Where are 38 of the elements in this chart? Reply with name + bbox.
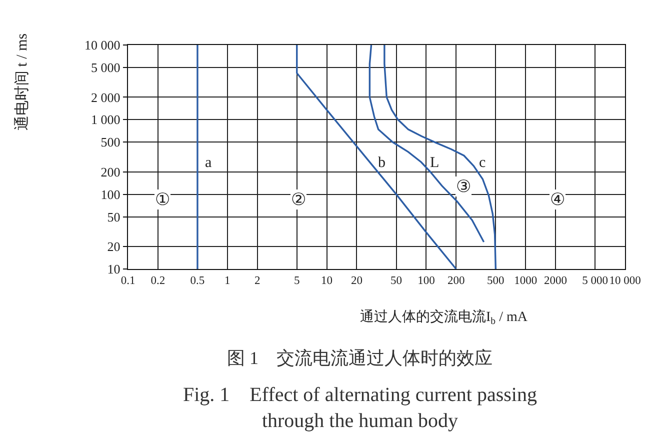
x-tick-label: 0.5 — [190, 275, 205, 287]
x-tick-label: 0.1 — [120, 275, 136, 287]
y-tick-label: 1 000 — [90, 112, 120, 128]
y-tick-label: 10 000 — [84, 38, 120, 53]
x-tick-label: 500 — [487, 275, 505, 287]
y-tick-label: 500 — [100, 134, 120, 150]
series-label: b — [378, 155, 386, 171]
x-tick-label: 200 — [447, 275, 465, 287]
x-tick-label: 1 — [224, 275, 231, 287]
x-tick-label: 10 000 — [609, 275, 642, 287]
x-tick-label: 2 — [254, 275, 260, 287]
y-tick-label: 5 000 — [90, 60, 120, 76]
y-tick-label: 200 — [100, 164, 120, 180]
series-label: c — [479, 155, 486, 171]
x-tick-label: 0.2 — [150, 275, 166, 287]
x-tick-label: 100 — [418, 275, 436, 287]
x-tick-label: 2000 — [544, 275, 568, 287]
y-tick-label: 10 — [107, 262, 120, 277]
annotation: ④ — [550, 190, 565, 209]
y-axis-title: 通电时间 t / ms — [14, 33, 30, 130]
y-tick-label: 100 — [100, 186, 120, 202]
x-tick-label: 5 000 — [582, 275, 608, 287]
x-tick-label: 1000 — [514, 275, 538, 287]
x-tick-label: 10 — [321, 275, 333, 287]
y-tick-label: 50 — [107, 209, 120, 224]
annotation: ③ — [456, 177, 471, 196]
series-label: a — [205, 155, 212, 171]
x-tick-label: 20 — [350, 275, 363, 287]
x-tick-label: 50 — [390, 275, 402, 287]
x-axis-title: 通过人体的交流电流I$_{b}$ / mA — [360, 309, 528, 327]
series-label: L — [430, 155, 440, 171]
annotation: ② — [291, 190, 306, 209]
y-tick-label: 2 000 — [90, 90, 120, 105]
y-tick-label: 20 — [107, 239, 120, 254]
text: Fig. 1 Effect of alternating current passing through the human body — [183, 384, 537, 432]
annotation: ① — [155, 190, 170, 209]
x-tick-label: 5 — [294, 275, 300, 287]
text: 图 1 交流电流通过人体时的效应 — [227, 348, 492, 368]
